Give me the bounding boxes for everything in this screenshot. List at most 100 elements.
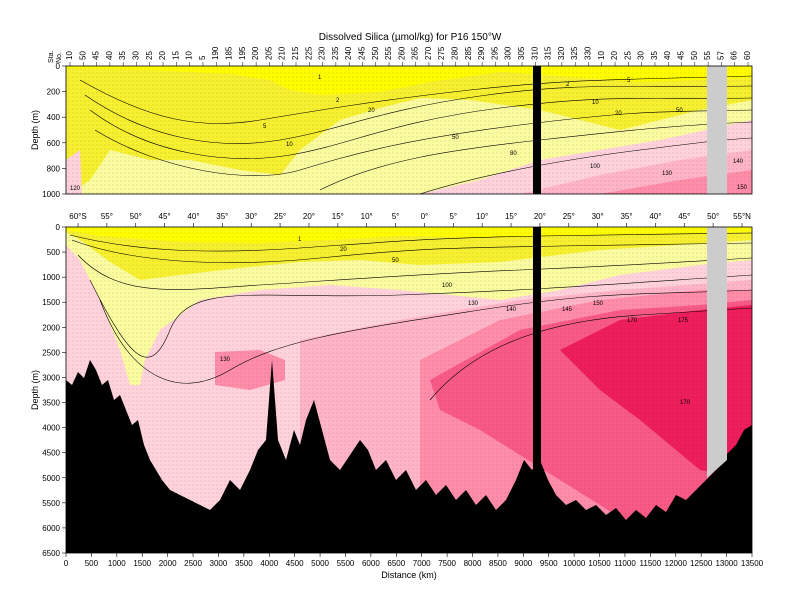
latitude-tick-label: 15° — [505, 212, 517, 221]
upper-y-tick-label: 800 — [47, 164, 61, 173]
x-axis-label: Distance (km) — [381, 570, 437, 580]
lower-contour-label: 140 — [506, 307, 517, 313]
latitude-tick-label: 10° — [361, 212, 373, 221]
station-tick-label: 240 — [344, 46, 353, 60]
station-tick-label: 45 — [677, 51, 686, 60]
latitude-tick-label: 45° — [159, 212, 171, 221]
latitude-tick-label: 55° — [101, 212, 113, 221]
station-tick-label: 40 — [663, 51, 672, 60]
lower-y-tick-label: 3000 — [42, 373, 60, 382]
latitude-tick-label: 25° — [274, 212, 286, 221]
latitude-tick-label: 0° — [421, 212, 429, 221]
station-tick-label: 50 — [690, 51, 699, 60]
x-tick-label: 6000 — [362, 559, 380, 568]
station-tick-label: 325 — [570, 46, 579, 60]
station-tick-label: 195 — [238, 46, 247, 60]
station-tick-label: 315 — [544, 46, 553, 60]
lower-contour-label: 170 — [680, 400, 691, 406]
latitude-tick-label: 20° — [303, 212, 315, 221]
station-tick-label: 55 — [703, 51, 712, 60]
x-tick-label: 10500 — [588, 559, 611, 568]
upper-contour-label: 130 — [662, 171, 673, 177]
lower-y-tick-label: 6500 — [42, 549, 60, 558]
station-tick-label: 215 — [291, 46, 300, 60]
lower-contour-label: 145 — [562, 307, 573, 313]
x-tick-label: 2000 — [159, 559, 177, 568]
upper-y-tick-label: 600 — [47, 139, 61, 148]
lower-y-tick-label: 2500 — [42, 348, 60, 357]
x-tick-label: 12500 — [690, 559, 713, 568]
lower-contour-label: 20 — [340, 247, 347, 253]
station-tick-label: 235 — [331, 46, 340, 60]
lower-data-gap-black — [533, 227, 541, 553]
station-tick-label: 295 — [490, 46, 499, 60]
lower-contour-label: 150 — [593, 301, 604, 307]
station-tick-label: 245 — [357, 46, 366, 60]
lower-contour-label: 170 — [627, 318, 638, 324]
latitude-tick-label: 50° — [130, 212, 142, 221]
station-tick-label: 265 — [411, 46, 420, 60]
lower-contour-label: 175 — [678, 318, 689, 324]
latitude-tick-label: 15° — [332, 212, 344, 221]
lower-panel: 1 20 50 100 130 140 145 150 170 175 130 … — [30, 212, 764, 580]
station-tick-label: 255 — [384, 46, 393, 60]
upper-y-tick-label: 1000 — [42, 190, 60, 199]
station-tick-label: 45 — [92, 51, 101, 60]
latitude-tick-label: 35° — [620, 212, 632, 221]
station-ticks: 1050454035302520151051901851952002052102… — [65, 46, 752, 66]
x-tick-label: 1000 — [108, 559, 126, 568]
station-tick-label: 30 — [131, 51, 140, 60]
upper-contour-label: 50 — [676, 108, 683, 114]
upper-contour-label: 20 — [615, 111, 622, 117]
station-tick-label: 270 — [424, 46, 433, 60]
station-tick-label: 40 — [105, 51, 114, 60]
station-tick-label: 15 — [171, 51, 180, 60]
silica-section-figure: Dissolved Silica (µmol/kg) for P16 150°W — [0, 0, 790, 610]
lower-y-tick-label: 500 — [47, 248, 61, 257]
station-tick-label: 285 — [464, 46, 473, 60]
station-tick-label: 250 — [371, 46, 380, 60]
station-tick-label: 35 — [650, 51, 659, 60]
upper-contour-label: 140 — [733, 159, 744, 165]
station-tick-label: 320 — [557, 46, 566, 60]
x-tick-label: 5500 — [337, 559, 355, 568]
x-tick-label: 3000 — [210, 559, 228, 568]
upper-panel: 1 2 5 10 20 50 80 100 120 130 140 150 5 … — [30, 46, 752, 199]
lower-y-tick-label: 5000 — [42, 474, 60, 483]
upper-no-data-band — [707, 66, 727, 194]
station-tick-label: 280 — [451, 46, 460, 60]
upper-y-tick-label: 200 — [47, 88, 61, 97]
x-tick-label: 7500 — [438, 559, 456, 568]
x-tick-label: 7000 — [413, 559, 431, 568]
latitude-tick-label: 45° — [678, 212, 690, 221]
station-tick-label: 25 — [623, 51, 632, 60]
upper-y-tick-label: 0 — [56, 62, 61, 71]
station-tick-label: 305 — [517, 46, 526, 60]
station-tick-label: 20 — [158, 51, 167, 60]
x-tick-label: 11000 — [614, 559, 636, 568]
x-tick-label: 13000 — [715, 559, 738, 568]
station-tick-label: 205 — [264, 46, 273, 60]
lower-y-tick-label: 2000 — [42, 323, 60, 332]
lower-y-tick-label: 5500 — [42, 499, 60, 508]
latitude-tick-label: 10° — [476, 212, 488, 221]
station-tick-label: 185 — [225, 46, 234, 60]
station-tick-label: 5 — [198, 55, 207, 60]
lower-no-data-band — [707, 227, 727, 478]
station-tick-label: 35 — [118, 51, 127, 60]
station-tick-label: 190 — [211, 46, 220, 60]
lower-y-tick-label: 4500 — [42, 449, 60, 458]
upper-dot-overlay — [66, 66, 752, 194]
latitude-tick-label: 40° — [649, 212, 661, 221]
upper-contour-label: 50 — [452, 135, 459, 141]
station-tick-label: 50 — [78, 51, 87, 60]
lower-y-tick-label: 4000 — [42, 424, 60, 433]
station-tick-label: 310 — [530, 46, 539, 60]
lower-contour-label: 130 — [468, 301, 479, 307]
station-tick-label: 290 — [477, 46, 486, 60]
upper-contour-label: 10 — [286, 142, 293, 148]
latitude-tick-label: 20° — [534, 212, 546, 221]
x-tick-label: 3500 — [235, 559, 253, 568]
upper-contour-label: 150 — [737, 185, 748, 191]
x-tick-label: 6500 — [387, 559, 405, 568]
